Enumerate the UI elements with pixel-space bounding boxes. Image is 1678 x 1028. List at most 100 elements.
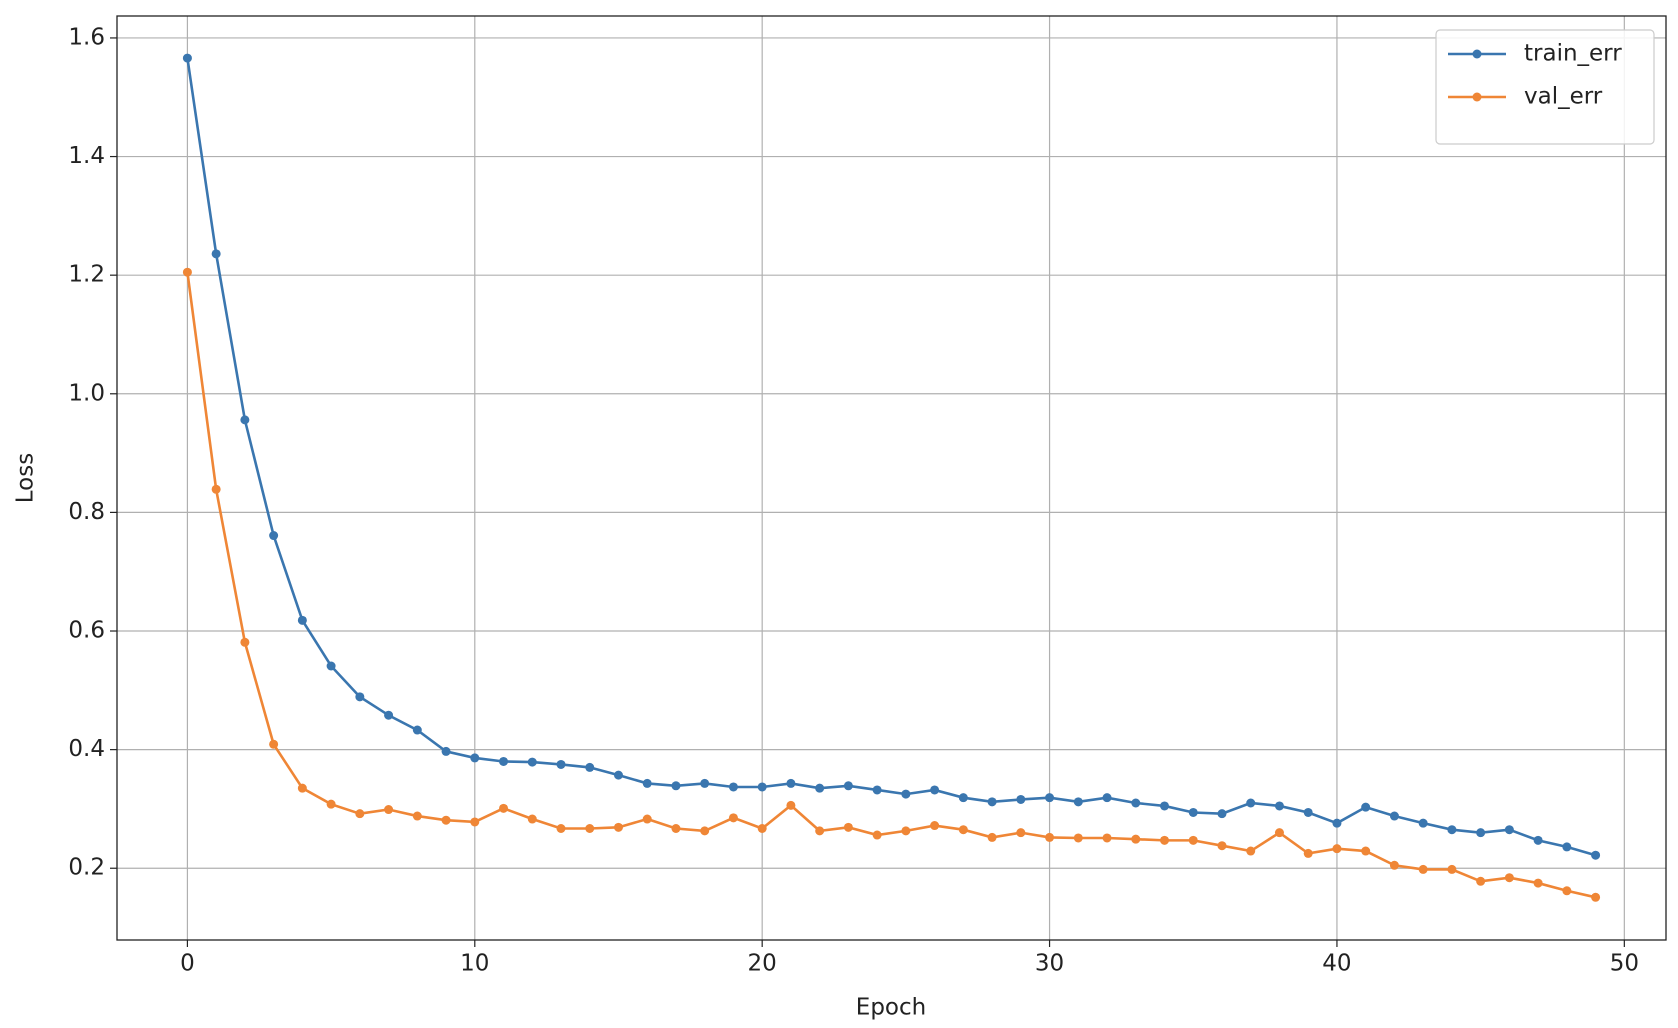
marker xyxy=(1073,797,1083,807)
marker xyxy=(326,799,336,809)
marker xyxy=(958,825,968,835)
marker xyxy=(1476,876,1486,886)
marker xyxy=(1389,860,1399,870)
x-tick-label: 30 xyxy=(1035,951,1064,977)
marker xyxy=(240,415,250,425)
marker xyxy=(182,53,192,63)
marker xyxy=(1418,818,1428,828)
marker xyxy=(958,793,968,803)
y-tick-label: 0.4 xyxy=(68,736,105,762)
marker xyxy=(671,781,681,791)
marker xyxy=(585,762,595,772)
x-axis-label: Epoch xyxy=(856,995,926,1021)
marker xyxy=(815,783,825,793)
marker xyxy=(527,757,537,767)
marker xyxy=(1131,834,1141,844)
marker xyxy=(297,615,307,625)
y-tick-label: 1.0 xyxy=(68,380,105,406)
y-tick-label: 1.6 xyxy=(68,24,105,50)
marker xyxy=(757,824,767,834)
x-tick-label: 50 xyxy=(1610,951,1639,977)
marker xyxy=(1045,832,1055,842)
marker xyxy=(901,789,911,799)
marker xyxy=(1533,878,1543,888)
marker xyxy=(1131,798,1141,808)
marker xyxy=(1303,848,1313,858)
marker xyxy=(211,484,221,494)
marker xyxy=(1533,835,1543,845)
marker xyxy=(182,267,192,277)
marker xyxy=(1246,846,1256,856)
marker xyxy=(1016,794,1026,804)
marker xyxy=(412,811,422,821)
marker xyxy=(585,824,595,834)
marker xyxy=(297,783,307,793)
marker xyxy=(1188,835,1198,845)
marker xyxy=(470,753,480,763)
marker xyxy=(843,822,853,832)
marker xyxy=(1418,864,1428,874)
marker xyxy=(1562,886,1572,896)
marker xyxy=(1073,833,1083,843)
marker xyxy=(384,805,394,815)
marker xyxy=(1045,793,1055,803)
y-axis-label: Loss xyxy=(13,453,39,503)
marker xyxy=(1591,892,1601,902)
marker xyxy=(412,725,422,735)
marker xyxy=(987,832,997,842)
marker xyxy=(843,781,853,791)
marker xyxy=(1504,825,1514,835)
marker xyxy=(527,814,537,824)
marker xyxy=(613,822,623,832)
marker xyxy=(1361,846,1371,856)
marker xyxy=(700,778,710,788)
marker xyxy=(700,826,710,836)
marker xyxy=(556,759,566,769)
legend-label: val_err xyxy=(1524,84,1603,110)
x-tick-label: 40 xyxy=(1322,951,1351,977)
marker xyxy=(1102,793,1112,803)
legend-box xyxy=(1435,29,1655,145)
marker xyxy=(728,782,738,792)
marker xyxy=(441,746,451,756)
y-tick-label: 1.2 xyxy=(68,262,105,288)
marker xyxy=(1160,801,1170,811)
marker xyxy=(1389,811,1399,821)
marker xyxy=(1447,825,1457,835)
legend-marker xyxy=(1472,92,1482,102)
marker xyxy=(269,531,279,541)
marker xyxy=(1160,835,1170,845)
marker xyxy=(1332,844,1342,854)
marker xyxy=(441,815,451,825)
marker xyxy=(930,785,940,795)
marker xyxy=(987,797,997,807)
marker xyxy=(1562,842,1572,852)
marker xyxy=(728,813,738,823)
marker xyxy=(786,800,796,810)
marker xyxy=(269,739,279,749)
marker xyxy=(470,817,480,827)
marker xyxy=(671,824,681,834)
marker xyxy=(1246,798,1256,808)
marker xyxy=(1591,850,1601,860)
marker xyxy=(355,809,365,819)
marker xyxy=(240,637,250,647)
marker xyxy=(1447,864,1457,874)
line xyxy=(186,272,1596,899)
marker xyxy=(901,826,911,836)
marker xyxy=(1217,809,1227,819)
marker xyxy=(642,814,652,824)
y-tick-label: 0.8 xyxy=(68,499,105,525)
marker xyxy=(499,803,509,813)
marker xyxy=(1274,801,1284,811)
y-tick-label: 1.4 xyxy=(68,143,105,169)
legend-marker xyxy=(1472,49,1482,59)
marker xyxy=(757,782,767,792)
marker xyxy=(642,778,652,788)
marker xyxy=(355,692,365,702)
marker xyxy=(326,661,336,671)
marker xyxy=(1102,833,1112,843)
marker xyxy=(1332,818,1342,828)
marker xyxy=(1188,807,1198,817)
